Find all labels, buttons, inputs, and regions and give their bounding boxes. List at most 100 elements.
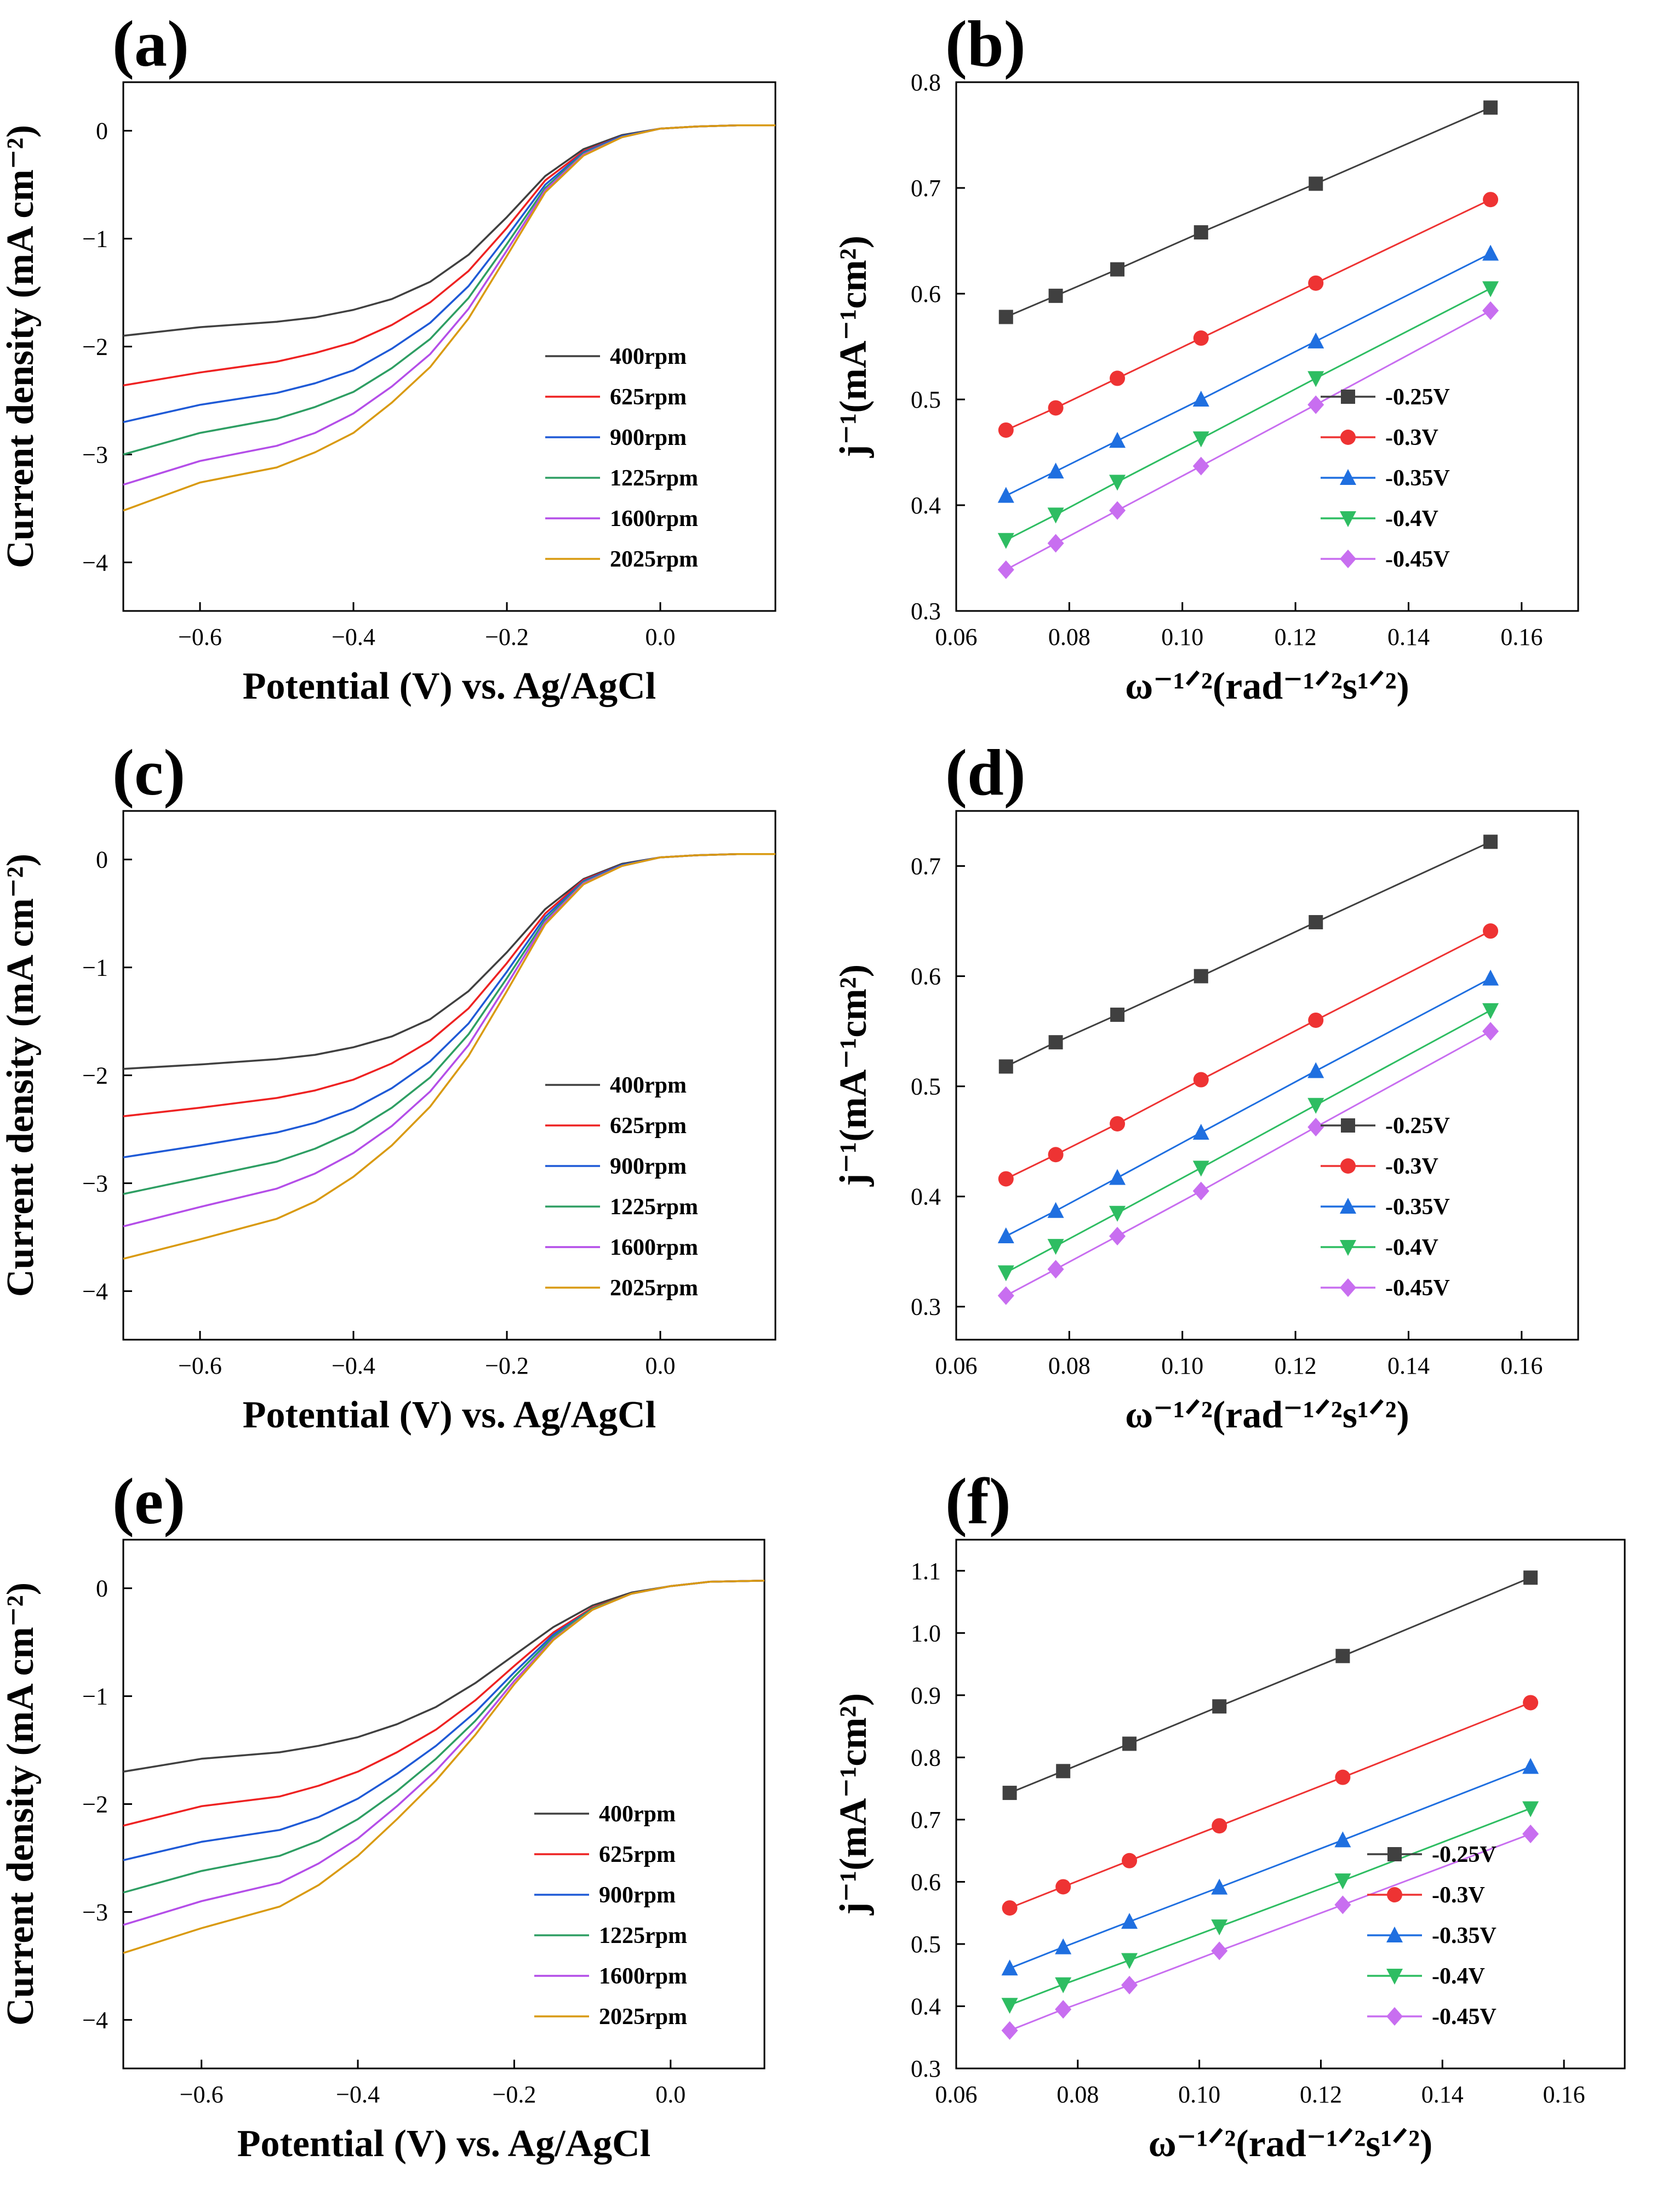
data-point--0.3V [1193, 330, 1209, 346]
y-tick-label: 0.9 [911, 1682, 941, 1709]
panel-d: (d) 0.06 0.08 0.10 0.12 0.14 0.16 0.3 0.4 0.5 0.6 0… [832, 736, 1579, 1436]
y-tick-label: 0.4 [911, 1184, 941, 1210]
data-point--0.3V [1212, 1818, 1227, 1834]
data-point--0.35V [1109, 1169, 1126, 1185]
data-point--0.4V [1307, 1098, 1324, 1114]
data-point--0.35V [1211, 1878, 1228, 1895]
data-point--0.25V [1335, 1649, 1350, 1664]
data-point--0.25V [1056, 1764, 1071, 1779]
data-point--0.4V [1522, 1801, 1539, 1817]
data-point--0.4V [1055, 1977, 1072, 1993]
legend-marker--0.4V [1340, 1240, 1356, 1256]
panel-label: (c) [112, 736, 185, 809]
x-tick-label: 0.14 [1387, 624, 1430, 650]
data-point--0.45V [1307, 1117, 1324, 1136]
data-point--0.4V [1001, 1998, 1018, 2014]
y-tick-label: −2 [82, 334, 108, 361]
legend-label-625rpm: 625rpm [610, 1113, 687, 1139]
y-axis-title: j⁻¹(mA⁻¹cm²) [832, 236, 875, 458]
data-point--0.3V [1002, 1900, 1018, 1916]
data-point--0.4V [1192, 1161, 1209, 1177]
y-axis-title: Current density (mA cm⁻²) [0, 1582, 42, 2026]
data-point--0.45V [1001, 2021, 1018, 2040]
y-tick-label: −4 [82, 1278, 108, 1305]
y-tick-label: 1.0 [911, 1620, 941, 1647]
legend-marker--0.35V [1386, 1927, 1403, 1942]
legend-label--0.45V: -0.45V [1385, 1276, 1450, 1301]
data-point--0.35V [997, 1227, 1014, 1244]
legend-label--0.25V: -0.25V [1385, 385, 1450, 410]
y-tick-label: −4 [82, 549, 108, 576]
y-tick-label: 0.6 [911, 963, 941, 990]
x-tick-label: −0.4 [332, 624, 375, 650]
data-point--0.3V [1048, 1147, 1064, 1163]
data-point--0.45V [1192, 456, 1209, 476]
series-line--0.45V [1009, 1833, 1531, 2032]
data-point--0.4V [1211, 1919, 1228, 1936]
data-point--0.3V [1048, 400, 1064, 416]
legend-label--0.25V: -0.25V [1432, 1842, 1497, 1867]
x-tick-label: 0.08 [1048, 624, 1090, 650]
data-point--0.4V [1307, 371, 1324, 387]
data-point--0.45V [1482, 301, 1499, 320]
x-tick-label: 0.12 [1275, 1352, 1317, 1379]
data-point--0.3V [1110, 370, 1126, 386]
data-point--0.45V [1109, 501, 1126, 520]
x-tick-label: 0.10 [1161, 1352, 1203, 1379]
data-point--0.25V [1212, 1699, 1227, 1714]
data-point--0.35V [1047, 462, 1064, 479]
data-point--0.35V [1482, 969, 1499, 986]
data-point--0.35V [1334, 1831, 1351, 1848]
series-line--0.35V [1009, 1766, 1531, 1969]
x-tick-label: −0.2 [485, 1352, 529, 1379]
y-tick-label: −2 [82, 1062, 108, 1089]
data-point--0.3V [1193, 1072, 1209, 1088]
data-point--0.45V [1047, 534, 1064, 553]
data-point--0.3V [998, 1171, 1014, 1187]
legend-label-1600rpm: 1600rpm [610, 506, 698, 531]
data-point--0.45V [1334, 1895, 1351, 1914]
data-point--0.35V [1001, 1959, 1018, 1976]
data-point--0.4V [1109, 475, 1126, 491]
y-tick-label: 0.8 [911, 1744, 941, 1771]
data-point--0.3V [998, 422, 1014, 438]
data-point--0.25V [1110, 262, 1125, 277]
x-tick-label: 0.14 [1387, 1352, 1430, 1379]
x-axis-title: Potential (V) vs. Ag/AgCl [237, 2123, 650, 2165]
panel-c: (c) −0.6 −0.4 −0.2 0.0 0 −1 −2 −3 −4 Potential (V)… [0, 736, 776, 1436]
data-point--0.45V [997, 1286, 1014, 1305]
panel-label: (f) [945, 1465, 1011, 1537]
data-point--0.4V [1482, 281, 1499, 298]
legend-label--0.4V: -0.4V [1385, 506, 1438, 531]
data-point--0.35V [1192, 1124, 1209, 1140]
y-axis-title: j⁻¹(mA⁻¹cm²) [832, 1693, 875, 1916]
x-axis-title: Potential (V) vs. Ag/AgCl [243, 1394, 656, 1436]
panel-a: (a) −0.6 −0.4 −0.2 0.0 0 −1 −2 −3 −4 Potential (V)… [0, 7, 776, 707]
y-tick-label: 0.4 [911, 1993, 941, 2020]
y-tick-label: 0 [96, 1575, 108, 1602]
data-point--0.35V [1307, 1062, 1324, 1078]
legend-label--0.35V: -0.35V [1432, 1923, 1497, 1948]
y-tick-label: 0.6 [911, 1868, 941, 1895]
legend-marker--0.35V [1340, 1198, 1356, 1214]
y-axis-title: j⁻¹(mA⁻¹cm²) [832, 964, 875, 1187]
data-point--0.25V [1309, 176, 1323, 191]
data-point--0.45V [1482, 1022, 1499, 1041]
plot-frame [955, 81, 1579, 612]
data-point--0.25V [1193, 225, 1208, 240]
data-point--0.35V [1307, 332, 1324, 348]
data-point--0.3V [1308, 1012, 1324, 1028]
data-point--0.4V [1334, 1873, 1351, 1890]
data-point--0.3V [1122, 1853, 1138, 1868]
legend-label-1225rpm: 1225rpm [599, 1923, 687, 1948]
x-tick-label: 0.06 [935, 624, 978, 650]
legend-label--0.3V: -0.3V [1385, 425, 1438, 450]
data-point--0.3V [1335, 1769, 1351, 1785]
y-tick-label: 0.3 [911, 1294, 941, 1321]
data-point--0.35V [1047, 1202, 1064, 1218]
legend-label-1225rpm: 1225rpm [610, 1194, 698, 1220]
plot-frame [955, 810, 1579, 1341]
legend-marker--0.25V [1387, 1847, 1402, 1861]
data-point--0.3V [1523, 1695, 1539, 1711]
